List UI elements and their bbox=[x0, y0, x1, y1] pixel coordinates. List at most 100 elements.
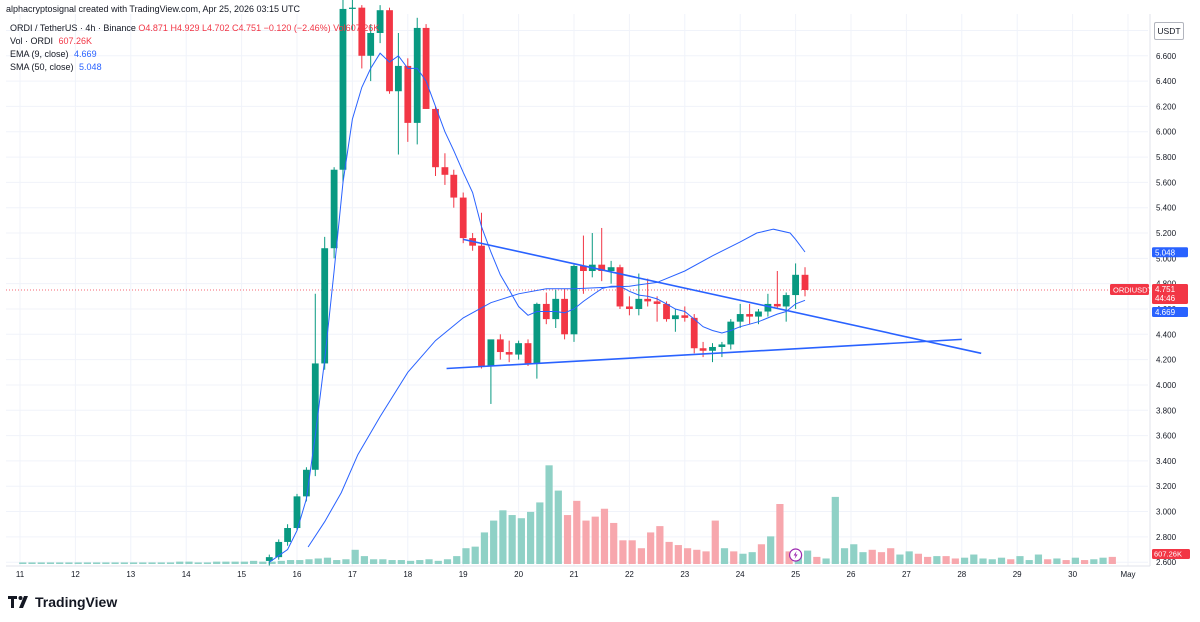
volume-tag: 607.26K bbox=[1154, 550, 1182, 559]
tradingview-logo-icon bbox=[8, 596, 28, 608]
candlesticks bbox=[265, 0, 809, 566]
volume-bar bbox=[120, 562, 128, 564]
currency-button[interactable]: USDT bbox=[1154, 22, 1184, 40]
candle-body bbox=[311, 363, 319, 470]
volume-bar bbox=[425, 559, 433, 564]
volume-bar bbox=[554, 490, 562, 564]
tradingview-logo[interactable]: TradingView bbox=[8, 594, 117, 610]
candle-body bbox=[496, 339, 504, 353]
volume-bar bbox=[656, 526, 664, 564]
candle-body bbox=[663, 303, 670, 320]
ema-price-tag: 4.669 bbox=[1155, 308, 1176, 317]
candle-body bbox=[432, 108, 439, 168]
time-tick-label: 25 bbox=[791, 570, 800, 579]
volume-bar bbox=[268, 561, 276, 564]
price-tick-label: 2.800 bbox=[1156, 533, 1177, 542]
legend-symbol-row[interactable]: ORDI / TetherUS · 4h · Binance O4.871 H4… bbox=[10, 22, 379, 35]
legend-symbol[interactable]: ORDI / TetherUS · 4h · Binance bbox=[10, 23, 136, 33]
time-tick-label: 24 bbox=[736, 570, 745, 579]
chart-legend: ORDI / TetherUS · 4h · Binance O4.871 H4… bbox=[10, 22, 379, 74]
volume-bar bbox=[185, 561, 193, 564]
volume-bar bbox=[785, 551, 793, 564]
trendline[interactable] bbox=[463, 238, 982, 355]
volume-bar bbox=[166, 562, 175, 564]
candle-body bbox=[386, 10, 393, 92]
candle-body bbox=[653, 301, 661, 304]
candle-body bbox=[709, 346, 716, 351]
volume-bar bbox=[813, 556, 821, 564]
volume-bar bbox=[194, 562, 202, 564]
time-tick-label: 11 bbox=[16, 570, 25, 579]
volume-bar bbox=[517, 518, 525, 564]
time-tick-label: 13 bbox=[126, 570, 135, 579]
price-tick-label: 5.400 bbox=[1156, 204, 1177, 213]
time-tick-label: 14 bbox=[182, 570, 191, 579]
volume-bar bbox=[499, 510, 507, 564]
legend-volume-row[interactable]: Vol · ORDI 607.26K bbox=[10, 35, 379, 48]
price-time-axes[interactable]: 2.600 2.800 3.000 3.200 3.400 3.600 3.800 4.000… bbox=[6, 14, 1177, 579]
candle-body bbox=[727, 321, 735, 345]
volume-bar bbox=[628, 540, 636, 564]
volume-bar bbox=[804, 550, 812, 564]
volume-bar bbox=[139, 562, 147, 564]
volume-bar bbox=[840, 548, 849, 564]
trendline[interactable] bbox=[446, 338, 962, 370]
candle-body bbox=[404, 65, 412, 123]
volume-bar bbox=[471, 546, 479, 564]
volume-bar bbox=[406, 560, 415, 564]
volume-bar bbox=[536, 502, 544, 564]
volume-bar bbox=[102, 562, 110, 564]
candle-body bbox=[580, 265, 587, 272]
last-price-tag-bg bbox=[1152, 284, 1188, 304]
volume-bar bbox=[573, 500, 581, 564]
candle-body bbox=[561, 298, 568, 335]
volume-bar bbox=[19, 562, 27, 564]
volume-bar bbox=[231, 561, 239, 564]
candle-body bbox=[358, 7, 366, 56]
volume-bar bbox=[111, 562, 119, 564]
volume-bar bbox=[397, 560, 405, 564]
volume-bar bbox=[739, 553, 747, 564]
attribution-text: alphacryptosignal created with TradingVi… bbox=[6, 4, 301, 14]
bar-countdown: 44:46 bbox=[1155, 294, 1176, 303]
volume-bar bbox=[240, 561, 248, 564]
volume-bar bbox=[480, 532, 489, 564]
volume-bar bbox=[877, 552, 886, 564]
candle-body bbox=[450, 174, 458, 198]
candle-body bbox=[736, 314, 744, 322]
volume-bar bbox=[342, 559, 350, 564]
time-tick-label: 27 bbox=[902, 570, 911, 579]
time-tick-label: 15 bbox=[237, 570, 246, 579]
volume-bar bbox=[129, 562, 138, 564]
volume-bar bbox=[674, 545, 682, 564]
volume-bar bbox=[323, 557, 332, 564]
volume-bar bbox=[443, 559, 452, 564]
volume-bar bbox=[730, 551, 738, 564]
volume-bar bbox=[351, 549, 359, 564]
candle-body bbox=[792, 274, 799, 296]
trendlines[interactable] bbox=[446, 238, 982, 370]
volume-bar bbox=[65, 562, 73, 564]
volume-bar bbox=[250, 560, 258, 564]
volume-bar bbox=[83, 562, 92, 564]
candle-body bbox=[367, 32, 375, 56]
volume-bar bbox=[1081, 560, 1089, 564]
volume-bar bbox=[693, 549, 701, 564]
volume-bar bbox=[1034, 554, 1043, 564]
legend-sma-row[interactable]: SMA (50, close) 5.048 bbox=[10, 61, 379, 74]
legend-ema-row[interactable]: EMA (9, close) 4.669 bbox=[10, 48, 379, 61]
last-price-tag: 4.751 bbox=[1155, 285, 1176, 294]
candle-body bbox=[478, 245, 485, 366]
price-tick-label: 5.800 bbox=[1156, 153, 1177, 162]
volume-tag-bg bbox=[1152, 549, 1190, 559]
volume-bar bbox=[1044, 559, 1052, 564]
volume-bar bbox=[960, 557, 969, 564]
volume-bar bbox=[905, 551, 913, 564]
legend-close: C4.751 bbox=[232, 23, 262, 33]
volume-bar bbox=[1007, 559, 1015, 564]
candle-body bbox=[782, 295, 790, 307]
price-tick-label: 4.200 bbox=[1156, 356, 1177, 365]
volume-bar bbox=[286, 560, 295, 564]
